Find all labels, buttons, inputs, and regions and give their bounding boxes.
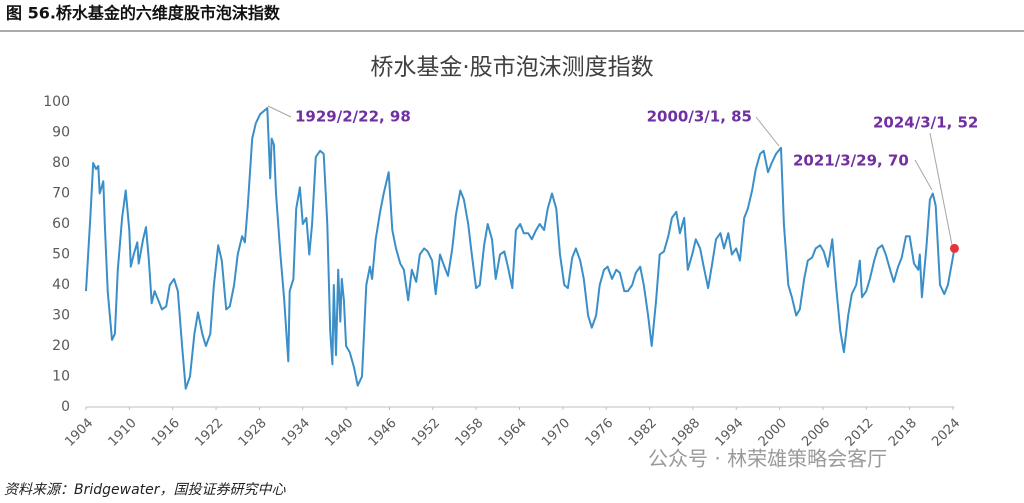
annotation: 1929/2/22, 98 [295, 108, 411, 126]
x-tick-label: 1964 [496, 416, 530, 450]
y-tick-label: 50 [52, 247, 70, 263]
y-tick-label: 0 [61, 399, 70, 415]
y-tick-label: 100 [43, 94, 70, 110]
x-tick-label: 1958 [452, 416, 486, 450]
source-note: 资料来源：Bridgewater，国投证券研究中心 [4, 482, 287, 498]
annotation-leader [929, 132, 953, 246]
x-tick-label: 1994 [713, 416, 747, 450]
x-tick-label: 1916 [149, 416, 183, 450]
watermark: 公众号 · 林荣雄策略会客厅 [648, 447, 887, 471]
index-line [85, 107, 956, 390]
x-tick-label: 1988 [669, 416, 703, 450]
x-tick-label: 2024 [929, 416, 963, 450]
x-tick-label: 2000 [756, 416, 790, 450]
y-tick-label: 60 [52, 216, 70, 232]
x-tick-label: 1952 [409, 416, 443, 450]
x-tick-label: 2012 [843, 416, 877, 450]
x-tick-label: 1928 [236, 416, 270, 450]
x-tick-label: 2006 [799, 416, 833, 450]
x-tick-label: 1910 [106, 416, 140, 450]
chart-title: 桥水基金·股市泡沫测度指数 [370, 55, 653, 81]
annotation-leader [267, 105, 292, 118]
x-tick-label: 1922 [192, 416, 226, 450]
annotation: 2000/3/1, 85 [647, 108, 752, 126]
y-tick-label: 70 [52, 186, 70, 202]
y-tick-label: 20 [52, 338, 70, 354]
x-tick-label: 2018 [886, 416, 920, 450]
annotation-leader [755, 116, 780, 147]
y-tick-label: 80 [52, 155, 70, 171]
x-tick-label: 1946 [366, 416, 400, 450]
annotation-leader [914, 159, 933, 191]
y-tick-label: 40 [52, 277, 70, 293]
y-tick-label: 10 [52, 369, 70, 385]
x-tick-label: 1904 [62, 416, 96, 450]
y-tick-label: 90 [52, 125, 70, 141]
annotation: 2021/3/29, 70 [793, 152, 909, 170]
x-tick-label: 1934 [279, 416, 313, 450]
figure-header: 图 56.桥水基金的六维度股市泡沫指数 [6, 4, 281, 23]
x-tick-label: 1970 [539, 416, 573, 450]
y-tick-label: 30 [52, 308, 70, 324]
annotation: 2024/3/1, 52 [873, 114, 978, 132]
x-tick-label: 1940 [322, 416, 356, 450]
x-tick-label: 1976 [582, 416, 616, 450]
x-tick-label: 1982 [626, 416, 660, 450]
latest-point [949, 243, 959, 253]
